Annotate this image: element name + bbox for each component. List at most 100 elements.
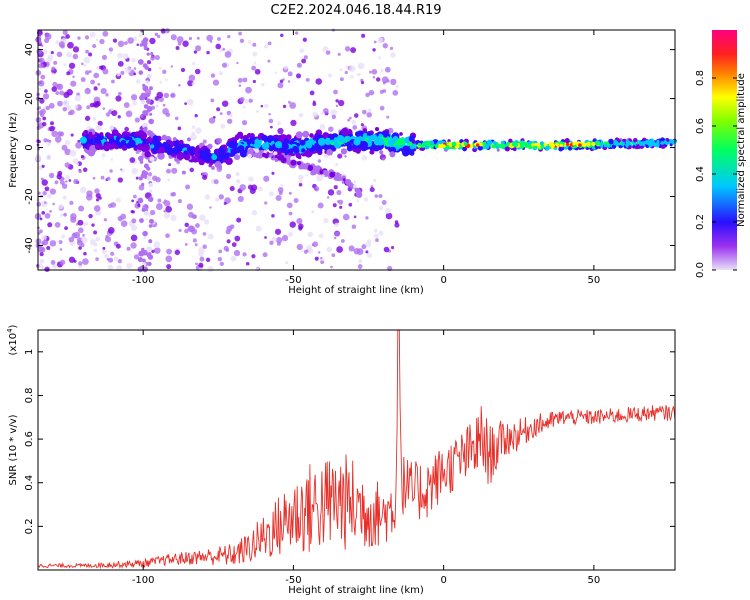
heatmap-ytick-label: 20 <box>24 92 35 105</box>
heatmap-cell <box>422 142 426 146</box>
heatmap-cell <box>378 193 383 199</box>
heatmap-cell <box>170 192 175 197</box>
heatmap-cell <box>255 109 260 113</box>
heatmap-cell <box>112 38 118 43</box>
heatmap-cell <box>333 89 338 95</box>
heatmap-cell <box>189 167 195 173</box>
heatmap-cell <box>484 144 490 150</box>
heatmap-cell <box>382 81 386 85</box>
heatmap-cell <box>85 49 89 54</box>
heatmap-cell <box>318 233 324 239</box>
heatmap-cell <box>327 73 333 78</box>
heatmap-cell <box>114 145 119 150</box>
heatmap-cell <box>229 185 235 192</box>
heatmap-cell <box>362 128 368 133</box>
heatmap-cell <box>84 70 90 75</box>
heatmap-cell <box>274 154 278 158</box>
heatmap-cell <box>238 84 242 88</box>
heatmap-cell <box>339 77 344 82</box>
heatmap-cell <box>62 99 70 107</box>
heatmap-cell <box>111 109 118 117</box>
heatmap-cell <box>660 143 666 149</box>
heatmap-cell <box>438 140 443 145</box>
heatmap-cell <box>45 105 50 111</box>
heatmap-cell <box>408 135 415 142</box>
heatmap-cell <box>145 218 148 221</box>
heatmap-cell <box>166 264 172 270</box>
heatmap-cell <box>93 205 101 212</box>
heatmap-cell <box>287 231 294 237</box>
heatmap-cell <box>97 120 103 127</box>
heatmap-cell <box>165 205 172 213</box>
snr-xtick-label: -100 <box>132 575 155 586</box>
heatmap-cell <box>373 40 377 44</box>
heatmap-cell <box>239 184 246 191</box>
snr-ytick-label: 0.4 <box>24 475 35 491</box>
heatmap-cell <box>131 218 137 224</box>
heatmap-cell <box>103 142 112 150</box>
heatmap-cell <box>137 203 141 207</box>
heatmap-cell <box>172 137 177 142</box>
heatmap-cell <box>339 68 343 72</box>
heatmap-cell <box>84 115 91 121</box>
heatmap-cell <box>217 37 221 41</box>
heatmap-cell <box>357 192 362 198</box>
heatmap-cell <box>248 149 253 154</box>
heatmap-cell <box>531 143 535 147</box>
heatmap-cell <box>183 154 191 161</box>
heatmap-cell <box>157 198 162 203</box>
heatmap-cell <box>73 178 79 185</box>
heatmap-cell <box>77 139 81 143</box>
heatmap-cell <box>113 256 118 262</box>
heatmap-cell <box>224 51 232 58</box>
heatmap-cell <box>389 46 394 51</box>
colorbar-gradient <box>712 30 737 270</box>
heatmap-cell <box>333 236 337 240</box>
heatmap-cell <box>137 197 144 204</box>
heatmap-cell <box>64 226 68 230</box>
heatmap-cell <box>268 118 274 124</box>
heatmap-cell <box>288 191 292 195</box>
heatmap-cell <box>40 177 44 181</box>
heatmap-cell <box>62 177 65 181</box>
heatmap-cell <box>368 89 375 96</box>
heatmap-cell <box>348 202 353 207</box>
heatmap-cell <box>296 161 302 166</box>
heatmap-cell <box>162 107 169 115</box>
heatmap-cell <box>469 143 474 149</box>
heatmap-cell <box>264 201 268 205</box>
heatmap-cell <box>346 136 351 142</box>
heatmap-cell <box>254 148 260 154</box>
heatmap-cell <box>67 41 74 49</box>
heatmap-cell <box>226 239 231 244</box>
heatmap-cell <box>101 153 106 158</box>
heatmap-cell <box>143 236 147 240</box>
heatmap-cell <box>331 114 336 120</box>
heatmap-cell <box>89 31 96 38</box>
heatmap-cell <box>140 99 146 105</box>
heatmap-cell <box>84 222 89 226</box>
heatmap-cell <box>78 246 82 250</box>
heatmap-cell <box>479 142 483 147</box>
heatmap-cell <box>92 44 97 49</box>
heatmap-cell <box>39 252 44 257</box>
heatmap-cell <box>44 186 50 192</box>
heatmap-cell <box>192 214 198 219</box>
colorbar-tick-label: 0.6 <box>695 118 706 134</box>
heatmap-cell <box>336 246 343 253</box>
heatmap-cell <box>375 77 381 82</box>
heatmap-cell <box>206 50 210 55</box>
heatmap-cell <box>257 186 263 192</box>
heatmap-cell <box>212 115 216 119</box>
heatmap-cell <box>152 138 158 144</box>
heatmap-cell <box>83 251 87 256</box>
heatmap-cell <box>314 256 319 261</box>
heatmap-cell <box>349 65 356 73</box>
heatmap-cell <box>218 71 224 76</box>
heatmap-cell <box>117 91 122 96</box>
heatmap-cell <box>103 218 107 222</box>
heatmap-cell <box>379 89 384 94</box>
heatmap-cell <box>361 33 366 38</box>
heatmap-xtick-label: -50 <box>285 275 301 286</box>
heatmap-cell <box>97 82 101 86</box>
